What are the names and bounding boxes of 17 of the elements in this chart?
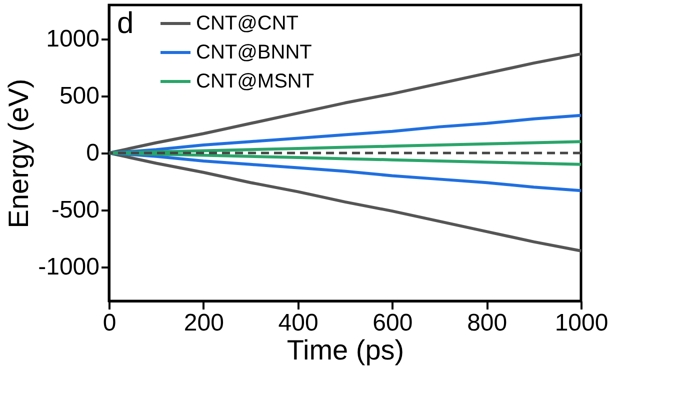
y-tick-label: -1000 <box>38 253 100 280</box>
y-tick-label: 500 <box>59 82 100 110</box>
annotation: d <box>117 7 134 40</box>
legend-label: CNT@CNT <box>196 12 299 34</box>
y-axis-title: Energy (eV) <box>3 78 34 228</box>
y-tick-label: 1000 <box>46 26 100 53</box>
x-tick-label: 600 <box>372 310 413 336</box>
legend-label: CNT@BNNT <box>196 42 312 64</box>
x-tick-label: 1000 <box>554 310 608 336</box>
x-tick-label: 0 <box>102 310 116 336</box>
x-tick-label: 800 <box>467 310 508 336</box>
x-tick-label: 200 <box>184 310 224 336</box>
y-tick-label: -500 <box>51 196 100 224</box>
x-tick-label: 400 <box>278 310 318 336</box>
y-tick-label: 0 <box>86 140 100 166</box>
x-axis-title: Time (ps) <box>286 334 404 366</box>
legend-label: CNT@MSNT <box>196 70 314 92</box>
